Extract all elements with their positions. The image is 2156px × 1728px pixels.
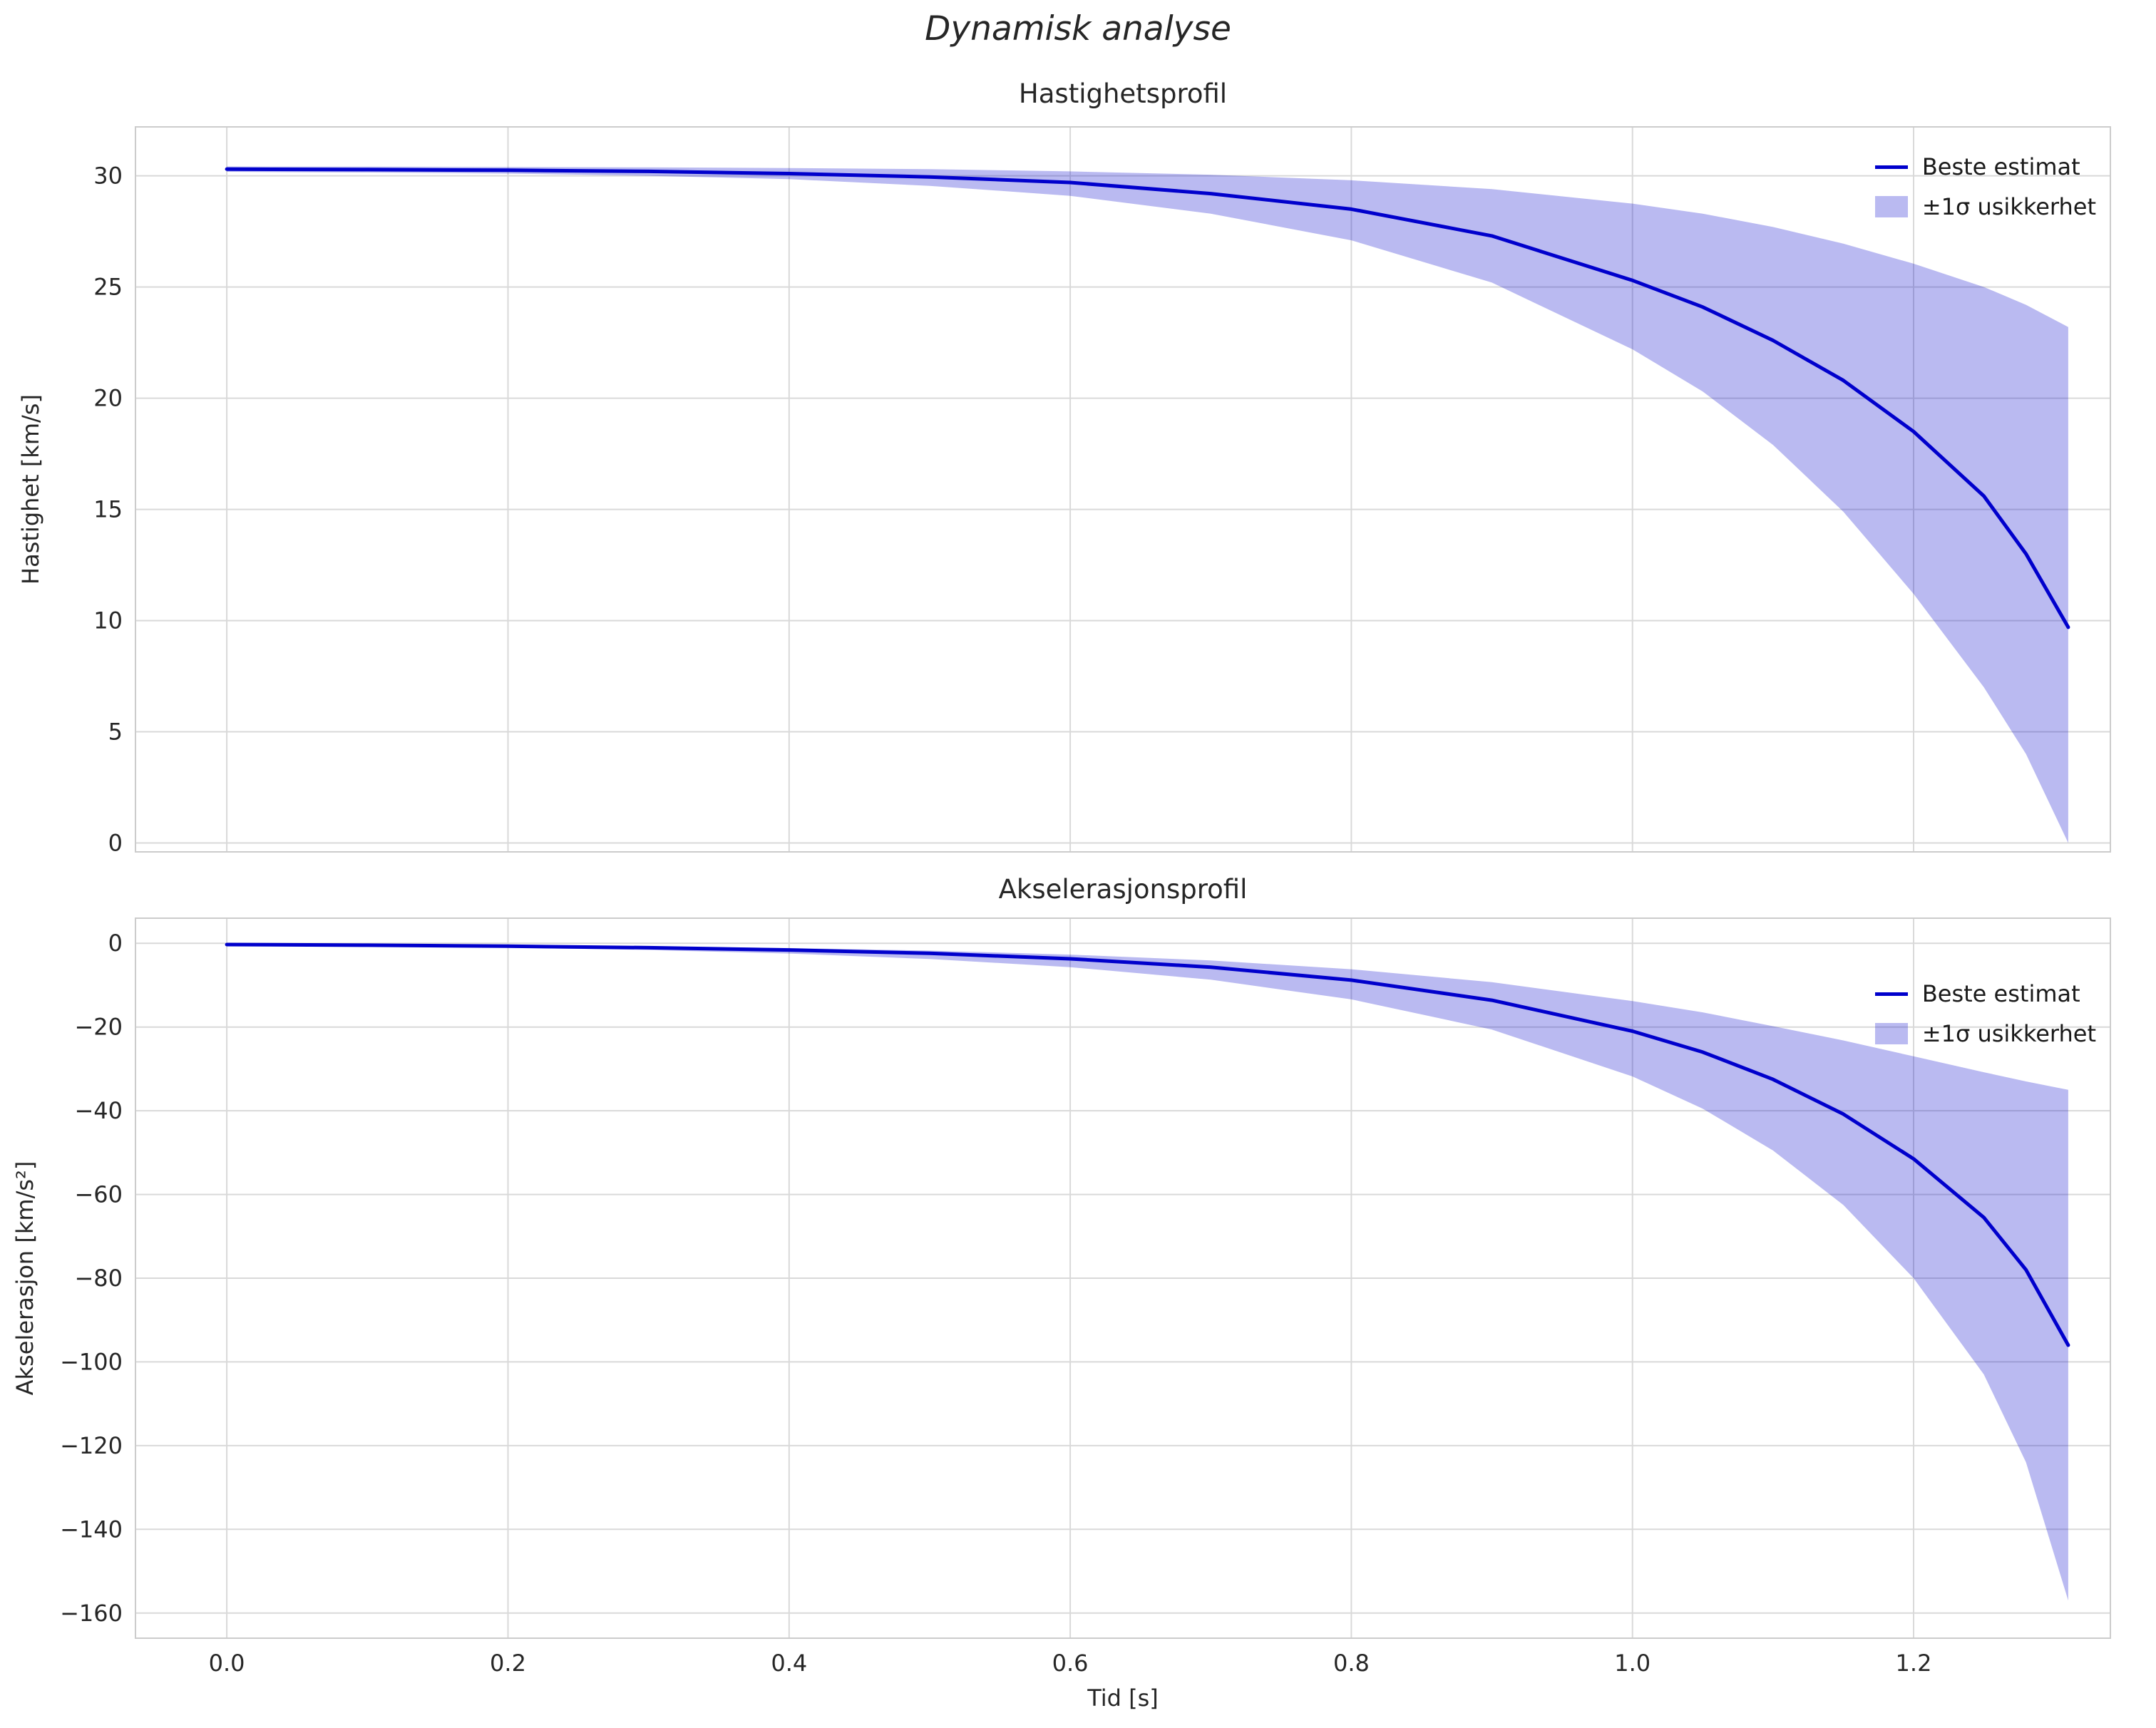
velocity-chart-title: Hastighetsprofil — [1018, 78, 1228, 109]
velocity-chart-canvas: 0 5 10 15 20 25 30 Hastighet [km/s] Beste estim… — [0, 110, 2156, 858]
velocity-plot-area: 0 5 10 15 20 25 30 Hastighet [km/s] — [17, 126, 2111, 857]
y-tick-label: 10 — [93, 607, 123, 634]
acceleration-chart-canvas: 0 −20 −40 −60 −80 −100 −120 −140 −160 0.0 0.2 0.4 0.… — [0, 905, 2156, 1682]
y-tick-label: −20 — [74, 1014, 123, 1041]
legend-label: ±1σ usikkerhet — [1921, 1020, 2096, 1047]
x-axis-label: Tid [s] — [1087, 1685, 1159, 1712]
y-tick-label: 15 — [93, 496, 123, 523]
y-tick-label: 30 — [93, 163, 123, 190]
legend-item-best-estimate: Beste estimat — [1874, 147, 2096, 187]
legend-item-uncertainty: ±1σ usikkerhet — [1874, 187, 2096, 227]
x-tick-label: 0.6 — [1052, 1650, 1089, 1677]
legend-label: Beste estimat — [1921, 980, 2080, 1007]
y-tick-label: −140 — [60, 1516, 123, 1543]
x-tick-label: 1.2 — [1896, 1650, 1932, 1677]
acceleration-chart: Akselerasjonsprofil 0 −20 −40 −60 −80 −100 −12… — [0, 874, 2156, 1714]
acceleration-chart-title: Akselerasjonsprofil — [998, 874, 1248, 905]
band-swatch-icon — [1874, 196, 1908, 217]
line-swatch-icon — [1874, 992, 1908, 996]
y-tick-label: 25 — [93, 274, 123, 301]
legend-label: Beste estimat — [1921, 153, 2080, 180]
y-tick-label: −40 — [74, 1097, 123, 1124]
axes-frame — [135, 126, 2111, 853]
y-tick-label: 0 — [108, 830, 123, 857]
y-tick-label: −120 — [60, 1432, 123, 1459]
y-axis-label: Akselerasjon [km/s²] — [11, 1161, 38, 1396]
x-tick-label: 0.8 — [1333, 1650, 1370, 1677]
best-estimate-line — [225, 942, 2070, 1347]
figure-title: Dynamisk analyse — [925, 9, 1231, 48]
y-tick-label: 5 — [108, 719, 123, 746]
band-swatch-icon — [1874, 1023, 1908, 1044]
line-swatch-icon — [1874, 165, 1908, 169]
acceleration-legend: Beste estimat ±1σ usikkerhet — [1874, 974, 2096, 1054]
y-axis-label: Hastighet [km/s] — [17, 394, 44, 585]
legend-item-uncertainty: ±1σ usikkerhet — [1874, 1014, 2096, 1054]
y-tick-label: 20 — [93, 385, 123, 412]
acceleration-plot-area: 0 −20 −40 −60 −80 −100 −120 −140 −160 0.0 0.2 0.4 0.… — [11, 917, 2111, 1677]
legend-label: ±1σ usikkerhet — [1921, 193, 2096, 220]
plot-background — [135, 127, 2110, 852]
y-tick-label: 0 — [108, 930, 123, 957]
uncertainty-band — [227, 166, 2068, 843]
best-estimate-line — [225, 167, 2070, 629]
axes-frame — [135, 917, 2111, 1639]
y-tick-label: −160 — [60, 1600, 123, 1627]
x-tick-label: 0.2 — [490, 1650, 526, 1677]
x-tick-label: 0.0 — [209, 1650, 245, 1677]
legend-item-best-estimate: Beste estimat — [1874, 974, 2096, 1014]
y-tick-label: −80 — [74, 1265, 123, 1292]
x-tick-label: 0.4 — [771, 1650, 807, 1677]
velocity-chart: Hastighetsprofil 0 5 10 15 20 25 30 Hastighet [… — [0, 78, 2156, 858]
x-tick-label: 1.0 — [1614, 1650, 1651, 1677]
y-tick-label: −100 — [60, 1348, 123, 1375]
y-tick-label: −60 — [74, 1181, 123, 1208]
velocity-legend: Beste estimat ±1σ usikkerhet — [1874, 147, 2096, 227]
